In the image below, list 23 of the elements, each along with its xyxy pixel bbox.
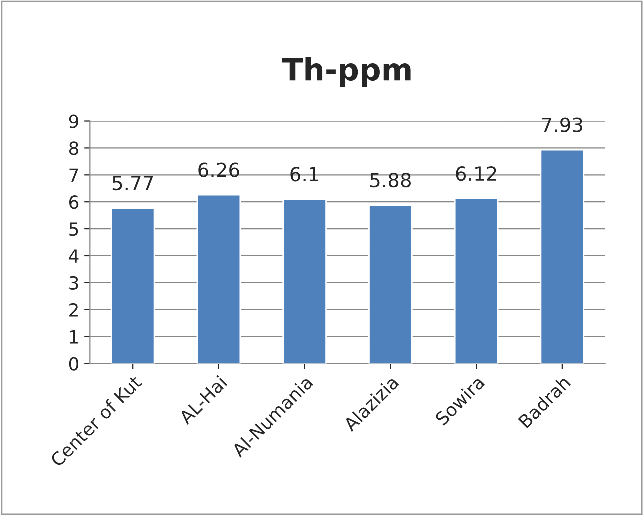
chart-title: Th-ppm [282, 57, 411, 88]
data-label: 6.12 [456, 166, 496, 182]
bar [368, 204, 413, 364]
y-tick-label: 1 [70, 330, 78, 344]
y-tick-label: 4 [69, 250, 79, 263]
y-tick-label: 2 [70, 303, 78, 317]
bar [196, 194, 242, 364]
y-tick-label: 0 [69, 357, 79, 371]
data-label: 5.88 [370, 172, 412, 188]
bar [454, 198, 499, 364]
data-label: 5.77 [112, 176, 154, 191]
bar [282, 198, 327, 364]
y-tick-label: 9 [69, 114, 78, 128]
bar [110, 208, 156, 364]
bar [540, 149, 585, 364]
y-tick-label: 5 [70, 222, 78, 236]
y-tick-label: 8 [69, 142, 79, 156]
data-label: 6.1 [290, 167, 318, 182]
data-label: 6.26 [198, 162, 240, 178]
y-tick-label: 7 [70, 168, 78, 182]
data-label: 7.93 [542, 118, 583, 132]
y-tick-label: 6 [70, 196, 79, 210]
y-tick-label: 3 [70, 276, 78, 290]
